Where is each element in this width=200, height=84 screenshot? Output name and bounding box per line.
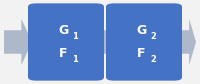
Polygon shape: [178, 19, 196, 65]
Text: G: G: [58, 24, 69, 37]
Polygon shape: [4, 19, 32, 65]
Text: F: F: [137, 47, 146, 60]
Polygon shape: [100, 19, 110, 65]
FancyBboxPatch shape: [106, 3, 182, 81]
Text: 1: 1: [72, 55, 78, 64]
Text: F: F: [59, 47, 68, 60]
Text: 1: 1: [72, 32, 78, 41]
Text: 2: 2: [150, 32, 156, 41]
FancyBboxPatch shape: [28, 3, 104, 81]
Text: 2: 2: [150, 55, 156, 64]
Text: G: G: [136, 24, 147, 37]
